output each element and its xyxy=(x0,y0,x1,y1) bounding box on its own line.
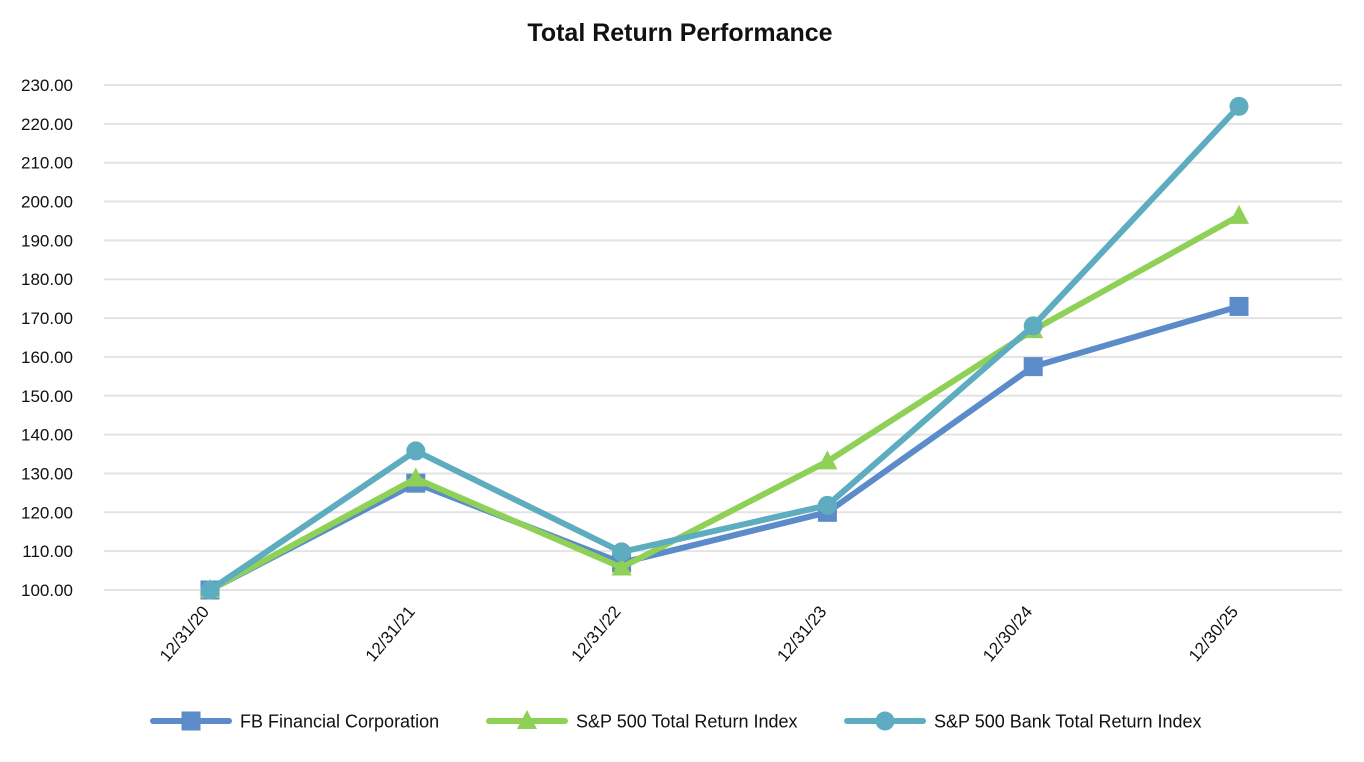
x-tick-label: 12/30/25 xyxy=(1185,602,1242,665)
y-tick-label: 170.00 xyxy=(21,309,73,328)
series-line xyxy=(207,212,1242,593)
x-tick-label: 12/31/22 xyxy=(568,602,625,665)
y-tick-label: 140.00 xyxy=(21,426,73,445)
series-group xyxy=(200,96,1249,600)
legend-entry-3: S&P 500 Bank Total Return Index xyxy=(844,711,1202,732)
y-tick-label: 220.00 xyxy=(21,115,73,134)
data-point xyxy=(1023,357,1043,377)
data-point xyxy=(1229,96,1249,116)
data-point xyxy=(1229,296,1249,316)
x-tick-label: 12/31/20 xyxy=(156,602,213,665)
y-tick-label: 160.00 xyxy=(21,348,73,367)
y-tick-label: 190.00 xyxy=(21,231,73,250)
series-3 xyxy=(200,96,1249,600)
data-point xyxy=(611,556,632,576)
data-point xyxy=(200,580,220,600)
legend: FB Financial Corporation S&P 500 Total Re… xyxy=(150,710,1202,732)
legend-entry-1: FB Financial Corporation xyxy=(150,711,439,732)
triangle-icon xyxy=(517,710,537,729)
y-tick-label: 180.00 xyxy=(21,270,73,289)
data-point xyxy=(612,542,632,562)
gridlines xyxy=(104,84,1342,591)
x-tick-label: 12/31/23 xyxy=(773,602,830,665)
data-point xyxy=(405,467,426,487)
x-tick-label: 12/31/21 xyxy=(362,602,419,665)
legend-label: FB Financial Corporation xyxy=(240,712,439,732)
y-tick-label: 200.00 xyxy=(21,193,73,212)
circle-icon xyxy=(875,711,895,731)
data-point xyxy=(406,441,426,461)
y-tick-label: 110.00 xyxy=(22,542,73,561)
data-point xyxy=(817,495,837,515)
y-tick-label: 150.00 xyxy=(21,387,73,406)
data-point xyxy=(1229,204,1249,224)
legend-label: S&P 500 Bank Total Return Index xyxy=(934,712,1202,732)
y-tick-label: 130.00 xyxy=(21,464,73,483)
chart-title: Total Return Performance xyxy=(527,19,832,47)
data-point xyxy=(817,450,838,470)
data-point xyxy=(1023,316,1043,336)
legend-entry-2: S&P 500 Total Return Index xyxy=(486,710,797,732)
x-tick-label: 12/30/24 xyxy=(979,602,1036,665)
y-tick-label: 120.00 xyxy=(21,503,73,522)
legend-label: S&P 500 Total Return Index xyxy=(576,712,797,732)
y-tick-label: 230.00 xyxy=(21,76,73,95)
y-tick-label: 100.00 xyxy=(21,581,73,600)
x-axis: 12/31/20 12/31/21 12/31/22 12/31/23 12/30/24… xyxy=(156,602,1242,665)
y-axis: 100.00 110.00 120.00 130.00 140.00 150.00 160.… xyxy=(21,76,73,600)
series-1 xyxy=(200,296,1249,600)
series-line xyxy=(207,303,1242,593)
y-tick-label: 210.00 xyxy=(21,154,73,173)
square-icon xyxy=(181,711,201,731)
series-line xyxy=(207,103,1242,593)
